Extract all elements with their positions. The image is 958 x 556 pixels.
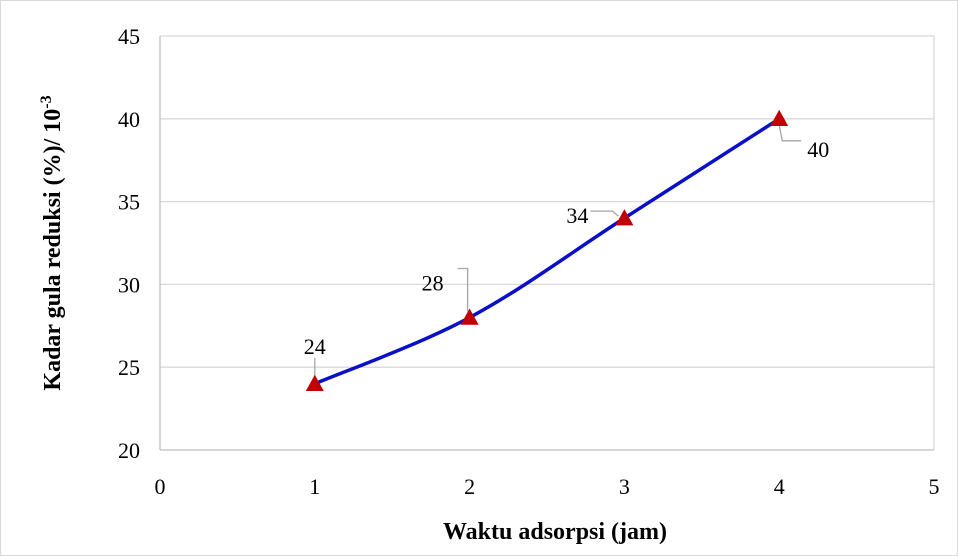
x-tick-label: 1	[309, 474, 320, 499]
data-labels: 24 28 34 40	[304, 137, 829, 359]
triangle-marker	[770, 109, 789, 126]
data-label-leaders	[314, 124, 802, 378]
x-tick-label: 5	[929, 474, 940, 499]
y-axis-title-main: Kadar gula reduksi (%)/ 10	[40, 109, 66, 391]
x-tick-label: 4	[774, 474, 785, 499]
leader-line	[590, 210, 619, 217]
data-label: 40	[807, 137, 829, 162]
triangle-marker	[305, 374, 324, 391]
leader-line	[778, 124, 802, 142]
y-tick-label: 40	[118, 107, 140, 132]
y-tick-label: 25	[118, 355, 140, 380]
x-axis-title: Waktu adsorpsi (jam)	[443, 519, 667, 545]
y-tick-label: 35	[118, 190, 140, 215]
data-label: 24	[304, 334, 326, 359]
leader-line	[457, 267, 469, 312]
triangle-marker	[460, 308, 479, 325]
y-axis-title-exponent: -3	[38, 95, 55, 108]
y-tick-labels: 20 25 30 35 40 45	[118, 24, 140, 463]
triangle-marker	[615, 209, 634, 226]
x-tick-label: 3	[619, 474, 630, 499]
x-tick-label: 2	[464, 474, 475, 499]
data-label: 28	[422, 271, 444, 296]
y-axis-title: Kadar gula reduksi (%)/ 10-3	[38, 95, 66, 390]
x-tick-label: 0	[155, 474, 166, 499]
series-line	[314, 117, 781, 386]
y-tick-label: 30	[118, 272, 140, 297]
x-tick-labels: 0 1 2 3 4 5	[155, 474, 940, 499]
y-tick-label: 45	[118, 24, 140, 49]
axes	[159, 36, 934, 451]
gridlines	[160, 35, 935, 450]
data-markers	[305, 109, 789, 391]
y-tick-label: 20	[118, 438, 140, 463]
data-label: 34	[566, 203, 588, 228]
